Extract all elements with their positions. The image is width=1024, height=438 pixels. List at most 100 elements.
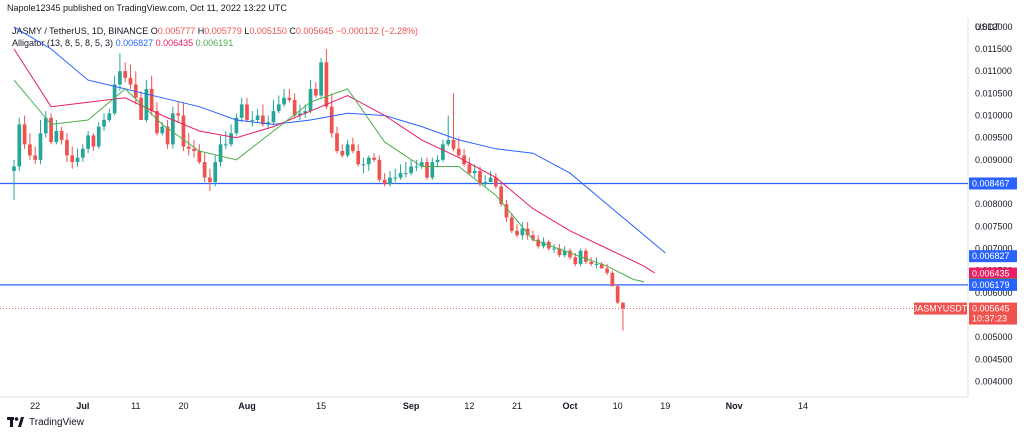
candle-body [525,228,530,236]
candle-body [282,97,286,105]
symbol-badge-label: JASMYUSDT [913,304,968,314]
candle-body [578,250,583,265]
candle-body [589,261,594,265]
candle-body [202,162,207,178]
price-badge-label: 0.006435 [972,269,1010,279]
candle-body [340,150,345,156]
candle-body [552,248,556,250]
y-tick-label: 0.007500 [975,221,1013,231]
candle-body [70,155,75,163]
candle-body [107,113,112,120]
last-price-label: 0.005645 [972,304,1010,314]
x-tick-label: 10 [613,401,623,411]
candle-body [17,124,22,167]
candle-body [181,115,186,147]
candle-body [329,106,334,134]
candle-body [419,162,424,167]
candle-body [605,268,609,273]
candle-body [303,111,308,114]
candle-body [398,173,403,178]
currency-label: USDT [975,22,1000,32]
candle-body [335,133,339,151]
x-tick-label: 11 [131,401,140,411]
price-badge-label: 0.006191 [972,279,1010,289]
y-tick-label: 0.012000 [975,22,1013,32]
candle-body [621,302,625,309]
price-badge [969,250,1017,263]
alligator-label: Alligator (13, 8, 5, 8, 5, 3) [12,38,116,48]
candle-body [59,131,64,140]
candle-body [382,179,387,185]
x-tick-label: Sep [403,401,420,411]
candle-body [22,124,27,145]
price-badge [969,177,1017,190]
candle-body [557,248,562,256]
candle-body [287,97,292,101]
candle-body [133,84,138,98]
candle-body [403,173,408,175]
candle-body [112,84,117,114]
candle-body [245,104,249,120]
candle-body [414,166,419,168]
candle-body [149,88,154,112]
candle-body [504,204,509,218]
candle-body [467,164,472,174]
candle-body [520,228,525,236]
candle-body [562,250,567,256]
tradingview-footer[interactable]: TradingView [7,417,84,428]
alligator-legend[interactable]: Alligator (13, 8, 5, 8, 5, 3) 0.006827 0… [12,38,233,48]
candle-body [541,241,546,247]
last-price-badge [969,302,1017,325]
candle-body [599,264,604,269]
candle-body [255,115,260,120]
y-tick-label: 0.006500 [975,266,1013,276]
candle-body [213,162,218,183]
price-badge-label: 0.008467 [972,178,1010,188]
candle-body [261,115,265,125]
candle-body [28,144,32,156]
candle-body [313,88,318,96]
candle-body [409,166,413,174]
publisher-text[interactable]: Napole12345 published on TradingView.com… [7,3,287,13]
price-badge-label: 0.006179 [972,280,1010,290]
candle-body [234,117,239,134]
ohlc-low: L0.005150 [244,26,290,36]
candle-body [271,111,276,123]
candle-body [118,71,122,85]
candle-body [192,148,196,151]
y-tick-label: 0.004000 [975,376,1013,386]
candle-body [75,157,80,163]
candle-body [462,155,466,165]
x-tick-label: 21 [512,401,522,411]
candle-body [160,126,165,134]
x-tick-label: Aug [238,401,256,411]
candle-body [139,97,143,120]
candle-body [80,148,85,158]
candle-body [356,150,361,165]
candle-body [229,133,233,145]
price-badge [969,278,1017,291]
candle-body [171,113,175,145]
symbol-legend: JASMY / TetherUS, 1D, BINANCE O0.005777 … [12,26,418,36]
candle-body [441,144,445,160]
candle-body [478,170,482,185]
candle-body [123,71,128,78]
candle-body [594,264,599,266]
candle-body [292,100,297,116]
candle-body [12,166,16,171]
candle-body [435,159,440,163]
candle-body [86,135,90,149]
candle-body [54,131,59,143]
candle-body [488,177,493,183]
price-badge [969,278,1017,291]
candle-body [377,159,382,180]
x-tick-label: 22 [30,401,40,411]
y-tick-label: 0.005500 [975,310,1013,320]
candle-body [197,150,202,163]
candle-body [176,113,181,116]
countdown-label: 10:37:23 [972,314,1007,324]
y-tick-label: 0.005000 [975,332,1013,342]
symbol-title[interactable]: JASMY / TetherUS, 1D, BINANCE [12,26,151,36]
candle-body [494,177,498,187]
candle-body [239,104,244,118]
